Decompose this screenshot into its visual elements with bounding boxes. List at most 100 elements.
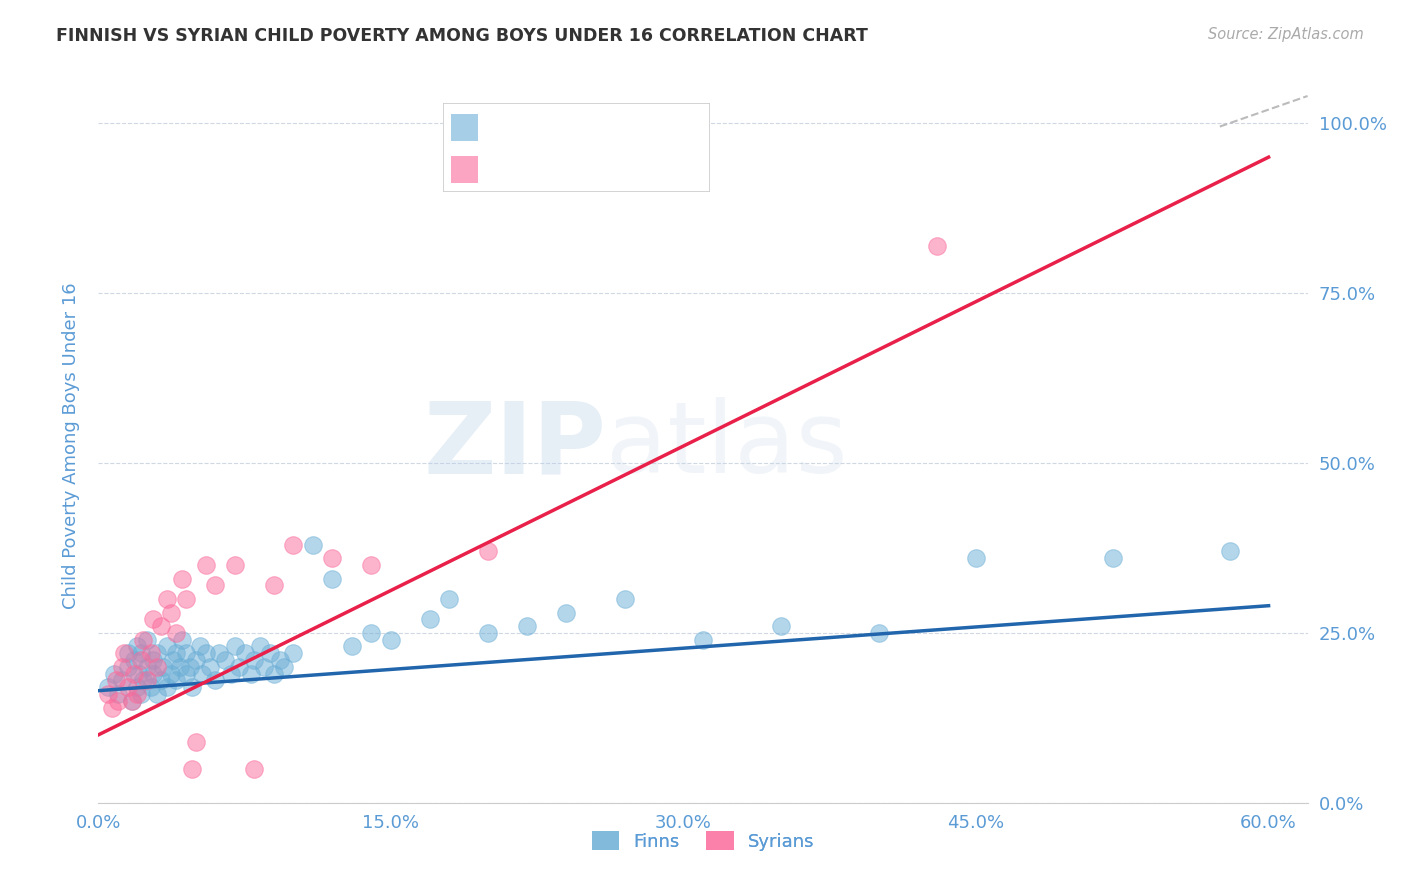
Point: [198, 660, 221, 674]
Point: [269, 653, 291, 667]
Text: R =: R =: [488, 159, 527, 177]
Point: [162, 653, 184, 667]
Text: 0.816: 0.816: [537, 159, 593, 177]
Point: [169, 660, 191, 674]
Point: [249, 640, 271, 654]
Point: [253, 660, 276, 674]
Point: [965, 551, 987, 566]
Text: 0.248: 0.248: [537, 116, 593, 134]
Point: [233, 646, 256, 660]
Point: [121, 694, 143, 708]
FancyBboxPatch shape: [443, 103, 710, 192]
Point: [692, 632, 714, 647]
Text: atlas: atlas: [606, 398, 848, 494]
Point: [321, 572, 343, 586]
Point: [224, 558, 246, 572]
Point: [103, 666, 125, 681]
Point: [283, 646, 305, 660]
Point: [360, 626, 382, 640]
Point: [131, 687, 153, 701]
Point: [380, 632, 402, 647]
Point: [165, 646, 187, 660]
Text: 73: 73: [641, 116, 665, 134]
Y-axis label: Child Poverty Among Boys Under 16: Child Poverty Among Boys Under 16: [62, 283, 80, 609]
Point: [174, 666, 197, 681]
Point: [97, 687, 120, 701]
Point: [172, 572, 194, 586]
Point: [184, 653, 207, 667]
Point: [104, 673, 127, 688]
Point: [97, 680, 120, 694]
Point: [243, 762, 266, 776]
Point: [360, 558, 382, 572]
Point: [111, 660, 134, 674]
Point: [131, 646, 153, 660]
Point: [156, 640, 179, 654]
Point: [263, 578, 285, 592]
Point: [112, 646, 135, 660]
Point: [239, 666, 262, 681]
Point: [614, 591, 637, 606]
Point: [146, 687, 169, 701]
Point: [142, 612, 165, 626]
Point: [101, 700, 124, 714]
Point: [340, 640, 363, 654]
Point: [477, 626, 499, 640]
Legend: Finns, Syrians: Finns, Syrians: [585, 824, 821, 858]
Point: [136, 632, 159, 647]
Point: [184, 734, 207, 748]
Point: [146, 660, 169, 674]
Point: [172, 632, 194, 647]
Point: [439, 591, 461, 606]
Text: FINNISH VS SYRIAN CHILD POVERTY AMONG BOYS UNDER 16 CORRELATION CHART: FINNISH VS SYRIAN CHILD POVERTY AMONG BO…: [56, 27, 868, 45]
Point: [302, 537, 325, 551]
Point: [132, 632, 155, 647]
Point: [283, 537, 305, 551]
Point: [188, 640, 211, 654]
Point: [263, 666, 285, 681]
Point: [117, 660, 139, 674]
Point: [127, 680, 149, 694]
Point: [204, 578, 226, 592]
Text: Source: ZipAtlas.com: Source: ZipAtlas.com: [1208, 27, 1364, 42]
Point: [1101, 551, 1123, 566]
Point: [146, 646, 169, 660]
Point: [204, 673, 226, 688]
Point: [149, 673, 172, 688]
Point: [191, 666, 214, 681]
Point: [156, 591, 179, 606]
Point: [139, 646, 162, 660]
Point: [208, 646, 231, 660]
Point: [107, 687, 129, 701]
Point: [555, 606, 578, 620]
Point: [194, 646, 217, 660]
Text: R =: R =: [488, 116, 527, 134]
Point: [868, 626, 890, 640]
Bar: [451, 156, 478, 183]
Text: ZIP: ZIP: [423, 398, 606, 494]
Point: [174, 591, 197, 606]
Bar: [451, 114, 478, 141]
Point: [419, 612, 441, 626]
Point: [142, 653, 165, 667]
Point: [127, 640, 149, 654]
Point: [165, 626, 187, 640]
Point: [228, 660, 250, 674]
Point: [321, 551, 343, 566]
Text: N =: N =: [595, 159, 636, 177]
Text: 34: 34: [641, 159, 665, 177]
Point: [159, 606, 181, 620]
Point: [925, 238, 948, 252]
Point: [122, 666, 145, 681]
Point: [181, 762, 204, 776]
Point: [152, 660, 174, 674]
Point: [128, 666, 150, 681]
Point: [159, 666, 181, 681]
Point: [243, 653, 266, 667]
Point: [136, 660, 159, 674]
Point: [181, 680, 204, 694]
Point: [516, 619, 538, 633]
Point: [1219, 544, 1241, 558]
Point: [139, 680, 162, 694]
Point: [121, 694, 143, 708]
